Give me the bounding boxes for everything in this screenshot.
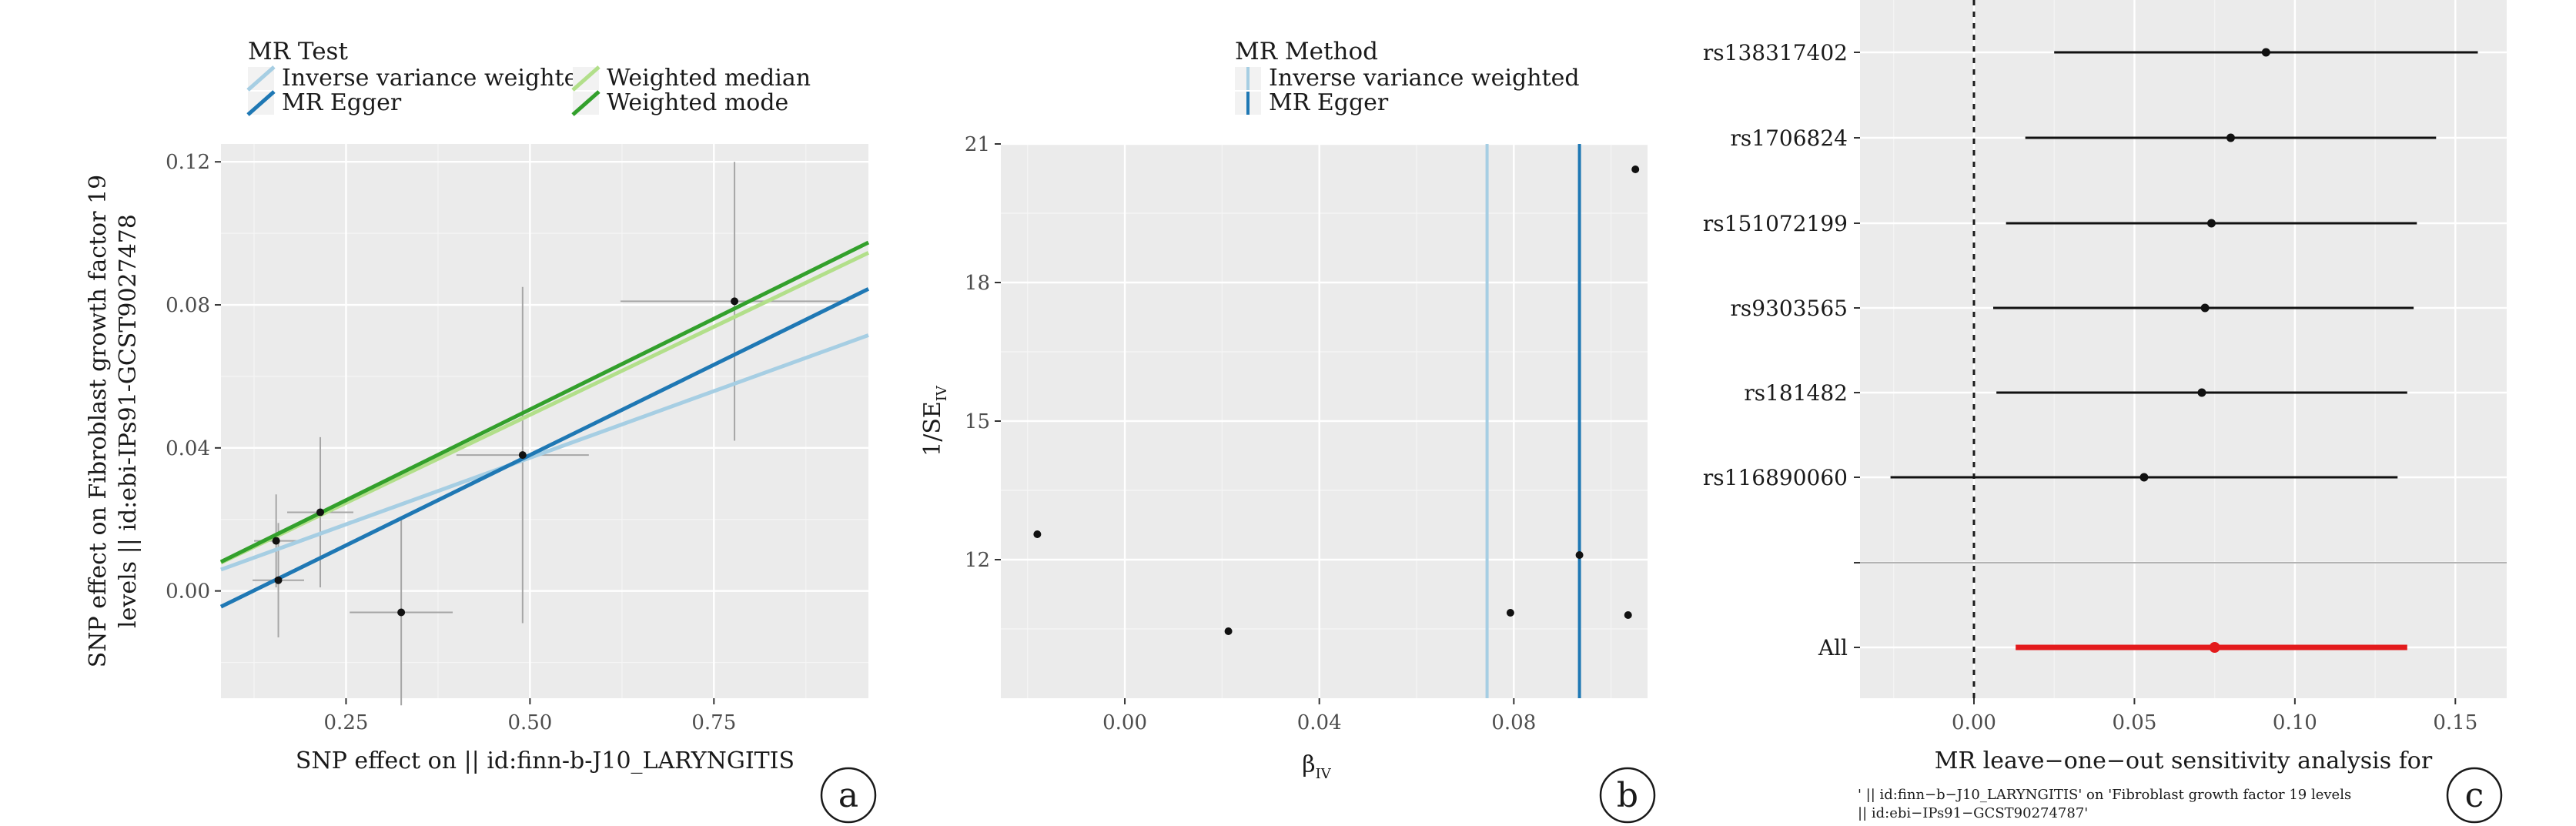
panel-a-point — [518, 451, 527, 460]
panel-a-point — [316, 508, 325, 517]
panel-b-point — [1631, 166, 1640, 173]
panel-a-legend-label-mr-egger: MR Egger — [282, 89, 402, 116]
panel-a-y-tick-label: 0.04 — [166, 437, 210, 460]
panel-b-y-tick-label: 12 — [965, 549, 990, 572]
panel-a-y-tick-label: 0.00 — [166, 580, 210, 604]
panel-b-legend-title: MR Method — [1235, 38, 1378, 65]
panel-a-letter: a — [838, 776, 858, 815]
panel-a-legend-label-ivw: Inverse variance weighted — [282, 65, 593, 92]
panel-b-y-axis-title-main: 1/SE — [919, 401, 946, 456]
panel-a-plot-background — [221, 144, 868, 698]
panel-a-legend-key-weighted-median — [571, 65, 601, 92]
panel-b-gridlines — [1001, 142, 1648, 698]
panel-b-legend: MR Method Inverse variance weighted MR E… — [1235, 38, 1580, 116]
panel-b-letter: b — [1617, 776, 1638, 815]
panel-b-legend-label-ivw: Inverse variance weighted — [1269, 65, 1580, 92]
panel-a-legend-key-ivw — [246, 65, 276, 92]
panel-b-method-lines — [1485, 144, 1581, 698]
panel-c-snp-label: rs138317402 — [1703, 40, 1848, 65]
panel-a-legend-key-mr-egger — [246, 90, 276, 116]
panel-a-x-tick-label: 0.50 — [507, 711, 552, 734]
panel-c-estimate-point — [2139, 473, 2149, 482]
panel-c-snp-label: rs1706824 — [1731, 125, 1848, 151]
panel-a-line-ivw — [220, 333, 869, 572]
panel-b-y-tick-label: 21 — [965, 133, 990, 156]
panel-c-x-tick-label: 0.00 — [1952, 711, 1996, 734]
panel-b-x-ticks: 0.00 0.04 0.08 — [1102, 698, 1536, 734]
panel-a-line-weighted-median — [219, 251, 870, 565]
panel-c-x-ticks: 0.00 0.05 0.10 0.15 — [1952, 698, 2477, 734]
panel-b-points — [1033, 166, 1640, 635]
panel-c-letter: c — [2465, 776, 2484, 815]
panel-b-x-tick-label: 0.00 — [1102, 711, 1147, 734]
panel-c-overall-estimate-point — [2209, 642, 2220, 653]
panel-b-point — [1224, 627, 1233, 635]
panel-c-letter-circle — [2446, 767, 2503, 824]
panel-b-legend-label-mr-egger: MR Egger — [1269, 89, 1389, 116]
panel-a-point — [397, 608, 406, 617]
panel-b-y-tick-label: 18 — [965, 272, 990, 295]
panel-a-x-tick-label: 0.25 — [324, 711, 369, 734]
panel-a-legend: MR Test Inverse variance weighted MR Egg… — [246, 38, 811, 116]
panel-a-y-axis-title-line-2: levels || id:ebi-IPs91-GCST9027478 — [115, 214, 142, 628]
panel-c-x-tick-label: 0.15 — [2433, 711, 2477, 734]
panel-a-points — [272, 297, 739, 617]
panel-b-point — [1624, 611, 1632, 619]
panel-b-letter-circle — [1599, 767, 1656, 824]
panel-c-snp-label: rs116890060 — [1703, 465, 1848, 490]
panel-a: 0.25 0.50 0.75 0.00 0.04 0.08 0.12 SNP effect… — [85, 38, 877, 824]
panel-c-estimate-point — [2261, 48, 2270, 57]
panel-a-legend-title: MR Test — [248, 38, 348, 65]
panel-c-estimate-point — [2200, 303, 2210, 313]
panel-c-x-tick-label: 0.10 — [2273, 711, 2317, 734]
panel-a-y-axis-title-line-1: SNP effect on Fibroblast growth factor 1… — [85, 175, 112, 668]
panel-c-x-axis-title: MR leave−one−out sensitivity analysis fo… — [1935, 747, 2433, 774]
panel-b-x-axis-title-main: β — [1302, 751, 1315, 778]
panel-a-y-tick-label: 0.12 — [166, 151, 210, 174]
panel-b-y-ticks: 12 15 18 21 — [965, 133, 1001, 572]
panel-b-x-axis-title-sub: IV — [1316, 766, 1332, 782]
panel-a-line-weighted-mode — [219, 240, 870, 564]
panel-a-y-ticks: 0.00 0.04 0.08 0.12 — [166, 151, 221, 604]
panel-a-point — [274, 576, 283, 584]
panel-a-line-mr-egger — [219, 287, 870, 609]
panel-c-estimate-point — [2206, 219, 2216, 228]
panel-c-estimate-point — [2197, 388, 2206, 397]
panel-c-overall-label: All — [1818, 635, 1848, 660]
panel-c-plot-background — [1860, 0, 2507, 698]
panel-a-point — [731, 297, 739, 306]
panel-a-x-axis-title: SNP effect on || id:finn-b-J10_LARYNGITI… — [296, 747, 795, 774]
panel-b-point — [1506, 609, 1514, 617]
panel-a-regression-lines — [219, 240, 870, 609]
panel-b-x-tick-label: 0.04 — [1297, 711, 1342, 734]
panel-b-y-tick-label: 15 — [965, 410, 990, 433]
panel-b-point — [1033, 530, 1042, 538]
panel-c-caption-line-2: || id:ebi−IPs91−GCST90274787' — [1858, 805, 2088, 821]
panel-b-x-axis-title: βIV — [1302, 751, 1331, 782]
panel-a-x-ticks: 0.25 0.50 0.75 — [324, 698, 736, 734]
panel-a-legend-label-weighted-median: Weighted median — [607, 65, 811, 92]
panel-a-letter-circle — [820, 767, 877, 824]
panel-a-y-tick-label: 0.08 — [166, 294, 210, 317]
panel-c-caption-line-1: ' || id:finn−b−J10_LARYNGITIS' on 'Fibro… — [1858, 787, 2351, 803]
panel-b-point — [1575, 551, 1584, 559]
panel-c: rs138317402 rs1706824 rs151072199 rs9303565… — [1703, 0, 2507, 824]
panel-a-x-tick-label: 0.75 — [691, 711, 736, 734]
panel-c-rows: rs138317402 rs1706824 rs151072199 rs9303565… — [1703, 40, 2478, 660]
panel-c-estimate-point — [2226, 133, 2235, 142]
panel-c-snp-label: rs151072199 — [1703, 211, 1848, 236]
panel-b-y-axis-title: 1/SEIV — [919, 385, 950, 456]
panel-a-point — [272, 537, 280, 545]
panel-c-x-tick-label: 0.05 — [2112, 711, 2156, 734]
panel-a-legend-key-weighted-mode — [571, 90, 601, 116]
panel-c-snp-label: rs9303565 — [1731, 296, 1848, 321]
panel-c-snp-label: rs181482 — [1744, 380, 1848, 406]
panel-b-y-axis-title-sub: IV — [934, 385, 950, 401]
panel-a-legend-label-weighted-mode: Weighted mode — [607, 89, 788, 116]
panel-b-x-tick-label: 0.08 — [1491, 711, 1536, 734]
